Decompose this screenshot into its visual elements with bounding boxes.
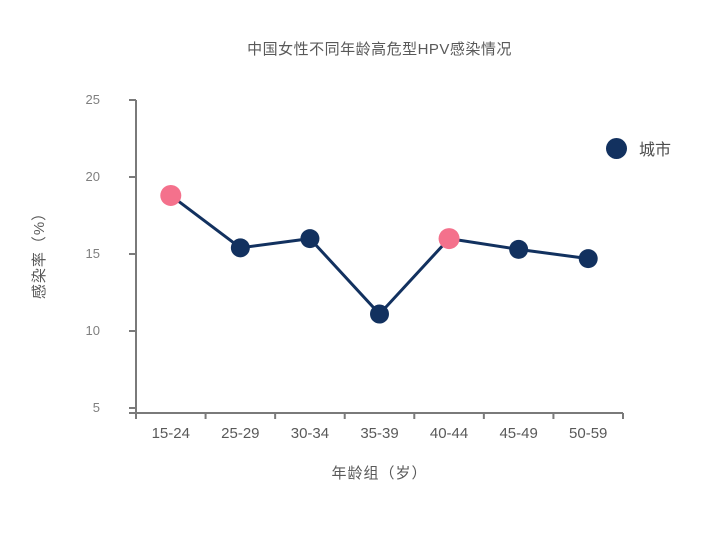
data-point-highlighted bbox=[160, 184, 182, 206]
x-category-label: 50-59 bbox=[569, 425, 607, 442]
data-point bbox=[300, 229, 320, 249]
legend-series-label: 城市 bbox=[639, 142, 672, 159]
x-category-label: 30-34 bbox=[291, 425, 329, 442]
y-axis-title: 感染率（%） bbox=[31, 204, 48, 300]
y-tick-label: 20 bbox=[86, 169, 100, 184]
legend: 城市 bbox=[606, 136, 671, 160]
x-category-label: 45-49 bbox=[499, 425, 537, 442]
y-tick-label: 15 bbox=[86, 246, 100, 261]
x-category-label: 35-39 bbox=[360, 425, 398, 442]
legend-marker-icon bbox=[606, 137, 627, 159]
x-axis-title: 年龄组（岁） bbox=[331, 465, 428, 482]
data-point bbox=[230, 238, 250, 258]
y-tick-label: 10 bbox=[86, 323, 100, 338]
data-point bbox=[578, 249, 598, 269]
x-category-label: 15-24 bbox=[152, 425, 190, 442]
data-point bbox=[370, 304, 389, 324]
y-tick-label: 25 bbox=[86, 92, 100, 107]
chart-title: 中国女性不同年龄高危型HPV感染情况 bbox=[247, 41, 512, 58]
data-point bbox=[509, 239, 529, 259]
x-category-label: 40-44 bbox=[430, 425, 468, 442]
x-category-label: 25-29 bbox=[221, 425, 259, 442]
data-point-highlighted bbox=[438, 228, 460, 250]
y-tick-label: 5 bbox=[93, 400, 100, 415]
